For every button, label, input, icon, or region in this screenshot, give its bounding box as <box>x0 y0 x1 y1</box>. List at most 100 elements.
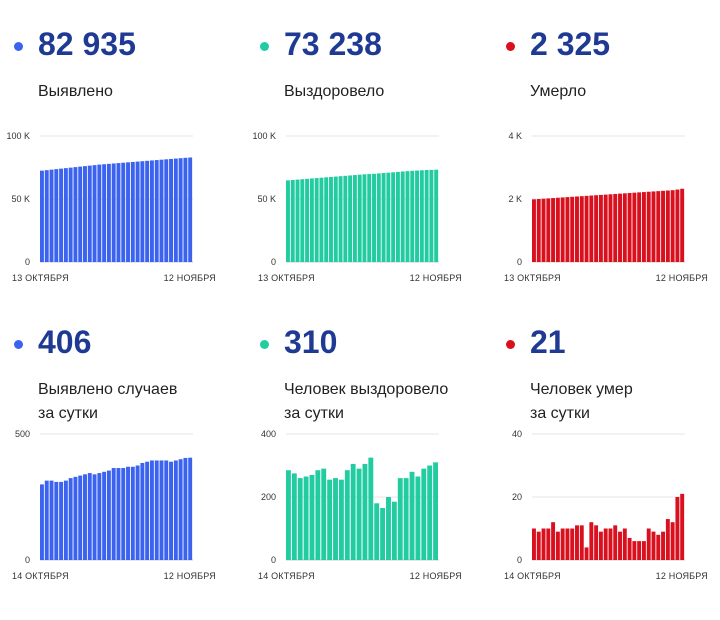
bar-chart-3: 4 K 2 K 0 13 ОКТЯБРЯ 12 НОЯБРЯ <box>504 131 708 283</box>
bar <box>670 190 675 262</box>
bar <box>54 169 59 262</box>
stat-value: 2 325 <box>530 26 611 62</box>
bar <box>73 167 78 262</box>
bar <box>188 157 193 262</box>
bar <box>300 179 305 262</box>
bar <box>536 531 541 560</box>
bar <box>315 470 321 560</box>
bar <box>409 471 415 560</box>
stat-value: 82 935 <box>38 26 136 62</box>
bar <box>286 470 291 560</box>
y-tick-label: 0 <box>271 555 276 565</box>
bar <box>140 462 145 560</box>
bar <box>386 172 391 262</box>
bar <box>126 466 130 560</box>
bar <box>59 168 64 262</box>
bar <box>178 459 183 560</box>
x-end-label: 12 НОЯБРЯ <box>656 571 708 581</box>
bar <box>603 194 608 262</box>
bar <box>111 163 116 262</box>
stat-panel-2: 73 238 Выздоровело 100 K 50 K 0 13 ОКТЯБРЯ 12 … <box>246 0 486 300</box>
bar <box>541 198 546 262</box>
bar <box>632 541 637 560</box>
bar <box>106 470 111 560</box>
bar <box>327 479 333 560</box>
x-end-label: 12 НОЯБРЯ <box>164 571 216 581</box>
bar <box>594 195 599 262</box>
legend-dot <box>260 42 269 51</box>
bar <box>575 196 579 262</box>
bar <box>434 169 439 262</box>
bar <box>286 180 290 262</box>
bar <box>646 528 651 560</box>
x-end-label: 12 НОЯБРЯ <box>410 273 462 283</box>
bar <box>646 191 651 262</box>
y-tick-label: 200 <box>261 492 276 502</box>
bar <box>376 173 381 262</box>
bar <box>173 460 178 560</box>
bar <box>49 169 54 262</box>
bar <box>386 497 391 560</box>
bar <box>536 199 541 262</box>
bar <box>424 170 429 262</box>
bar <box>333 478 338 560</box>
bar <box>54 481 59 560</box>
bar <box>290 179 295 262</box>
bar <box>589 195 594 262</box>
bar <box>651 531 656 560</box>
bar <box>63 168 68 262</box>
bar <box>367 174 372 262</box>
bar <box>680 493 685 560</box>
y-tick-label: 0 <box>271 257 276 267</box>
y-tick-label: 20 <box>512 492 522 502</box>
bar <box>362 174 367 262</box>
bar <box>584 195 589 262</box>
bar <box>627 193 632 262</box>
bar <box>415 476 421 560</box>
bar <box>159 460 164 560</box>
stat-panel-5: 310 Человек выздоровело за сутки 400 200 0 14… <box>246 298 486 598</box>
x-start-label: 13 ОКТЯБРЯ <box>504 273 561 283</box>
bar <box>570 196 575 262</box>
bar <box>350 463 356 560</box>
bar <box>130 466 135 560</box>
bar <box>661 531 666 560</box>
bar <box>183 457 188 560</box>
bar <box>295 179 300 262</box>
bar <box>532 528 536 560</box>
bar <box>598 194 603 262</box>
bar <box>637 192 642 262</box>
bar <box>49 480 54 560</box>
bar <box>427 465 433 560</box>
bar <box>145 160 150 262</box>
bar <box>291 473 297 561</box>
bar <box>145 461 150 560</box>
y-tick-label: 100 K <box>252 131 276 141</box>
bar <box>391 172 396 262</box>
bar <box>303 476 309 560</box>
legend-dot <box>14 42 23 51</box>
y-tick-label: 400 <box>261 429 276 439</box>
bar <box>130 161 135 262</box>
legend-dot <box>506 42 515 51</box>
bar <box>405 171 410 262</box>
stat-panel-1: 82 935 Выявлено 100 K 50 K 0 13 ОКТЯБРЯ 12 НОЯ… <box>0 0 240 300</box>
y-tick-label: 0 <box>25 555 30 565</box>
bar <box>603 528 608 560</box>
bar <box>670 522 675 560</box>
bar <box>584 547 589 560</box>
bar <box>121 162 126 262</box>
bar <box>618 531 622 560</box>
bar <box>356 468 362 560</box>
stat-label: Человек выздоровело за сутки <box>284 381 449 422</box>
stat-label: Выявлено <box>38 83 113 100</box>
stat-value: 21 <box>530 324 566 360</box>
bar <box>608 194 613 262</box>
stat-label: Выздоровело <box>284 83 385 100</box>
bar <box>135 161 140 262</box>
bar <box>87 165 92 262</box>
bar <box>159 159 164 262</box>
bar <box>40 170 44 262</box>
x-start-label: 14 ОКТЯБРЯ <box>504 571 561 581</box>
stat-panel-4: 406 Выявлено случаев за сутки 500 0 14 ОКТЯБ… <box>0 298 240 598</box>
